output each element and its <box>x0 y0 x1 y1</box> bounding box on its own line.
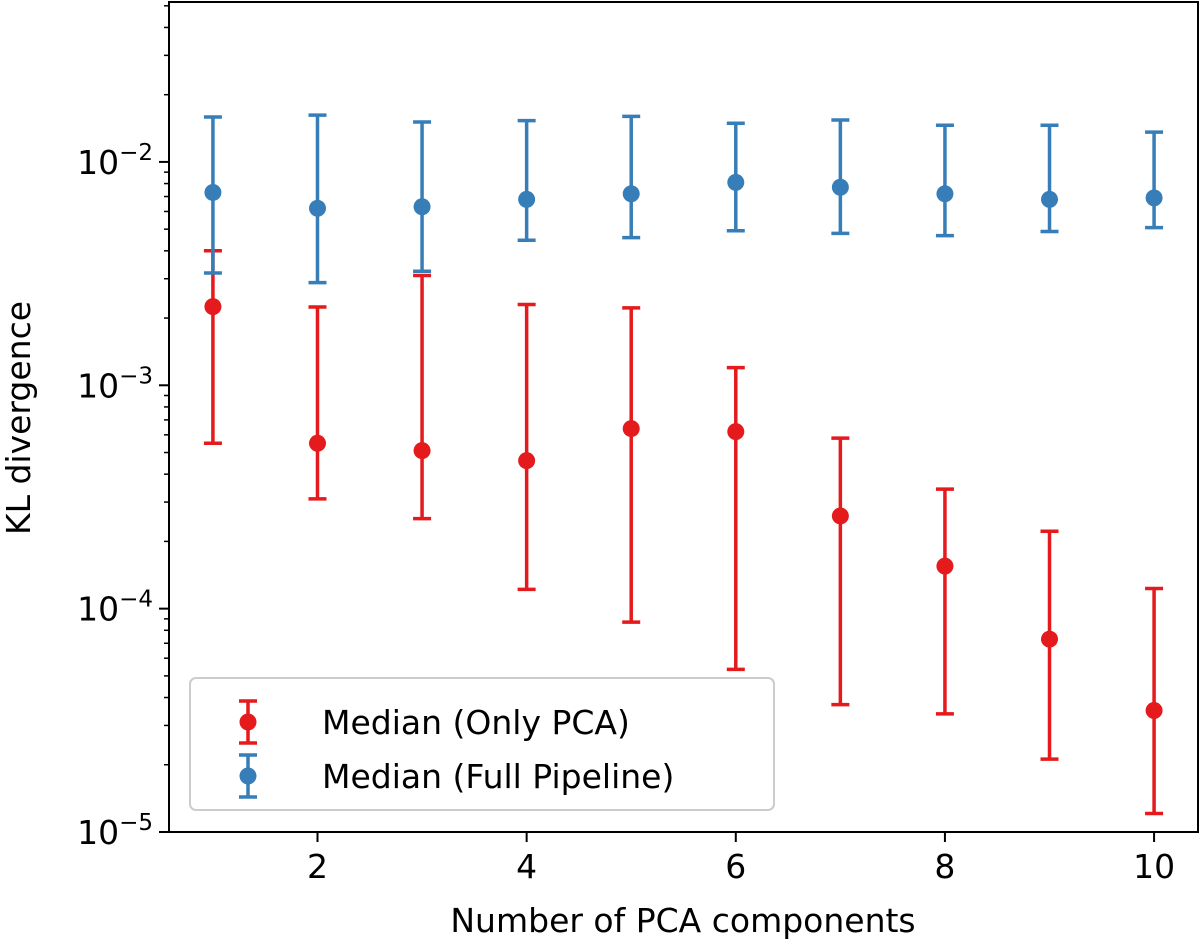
series-1 <box>203 249 1164 816</box>
data-point <box>204 298 222 316</box>
y-tick-label: 10−5 <box>77 810 153 852</box>
y-axis-label: KL divergence <box>0 301 38 535</box>
x-tick-label: 8 <box>934 847 955 886</box>
data-point <box>831 178 849 196</box>
data-point <box>727 423 745 441</box>
legend: Median (Only PCA) Median (Full Pipeline) <box>189 677 775 811</box>
data-point <box>413 442 431 460</box>
legend-entries: Median (Only PCA) Median (Full Pipeline) <box>239 699 674 799</box>
data-point <box>308 434 326 452</box>
x-tick-label: 6 <box>725 847 746 886</box>
x-tick-label: 10 <box>1133 847 1175 886</box>
data-point <box>518 452 536 470</box>
data-point <box>308 199 326 217</box>
data-point <box>1041 630 1059 648</box>
legend-label: Median (Full Pipeline) <box>322 757 674 796</box>
y-tick-label: 10−4 <box>77 587 153 629</box>
ticks-layer: 2 4 6 8 10 10−5 10−4 10−3 10−2 <box>77 5 1175 886</box>
y-tick-label: 10−3 <box>77 363 153 405</box>
legend-entry-1: Median (Only PCA) <box>239 699 630 745</box>
data-point <box>936 185 954 203</box>
data-point <box>518 190 536 208</box>
data-point <box>622 185 640 203</box>
series-2 <box>203 113 1164 285</box>
legend-entry-2: Median (Full Pipeline) <box>239 753 674 799</box>
data-point <box>831 507 849 525</box>
legend-box <box>189 677 775 811</box>
data-point <box>204 183 222 201</box>
x-tick-label: 2 <box>307 847 328 886</box>
x-tick-label: 4 <box>516 847 537 886</box>
plot-layer <box>203 113 1164 816</box>
data-point <box>1041 190 1059 208</box>
x-axis-label: Number of PCA components <box>450 901 915 940</box>
data-point <box>727 173 745 191</box>
data-point <box>622 420 640 438</box>
legend-label: Median (Only PCA) <box>322 703 630 742</box>
data-point <box>936 557 954 575</box>
legend-marker <box>239 767 257 785</box>
axes-frame <box>168 1 1199 833</box>
data-point <box>413 198 431 216</box>
legend-marker <box>239 713 257 731</box>
data-point <box>1145 701 1163 719</box>
y-tick-label: 10−2 <box>77 140 153 182</box>
data-point <box>1145 189 1163 207</box>
